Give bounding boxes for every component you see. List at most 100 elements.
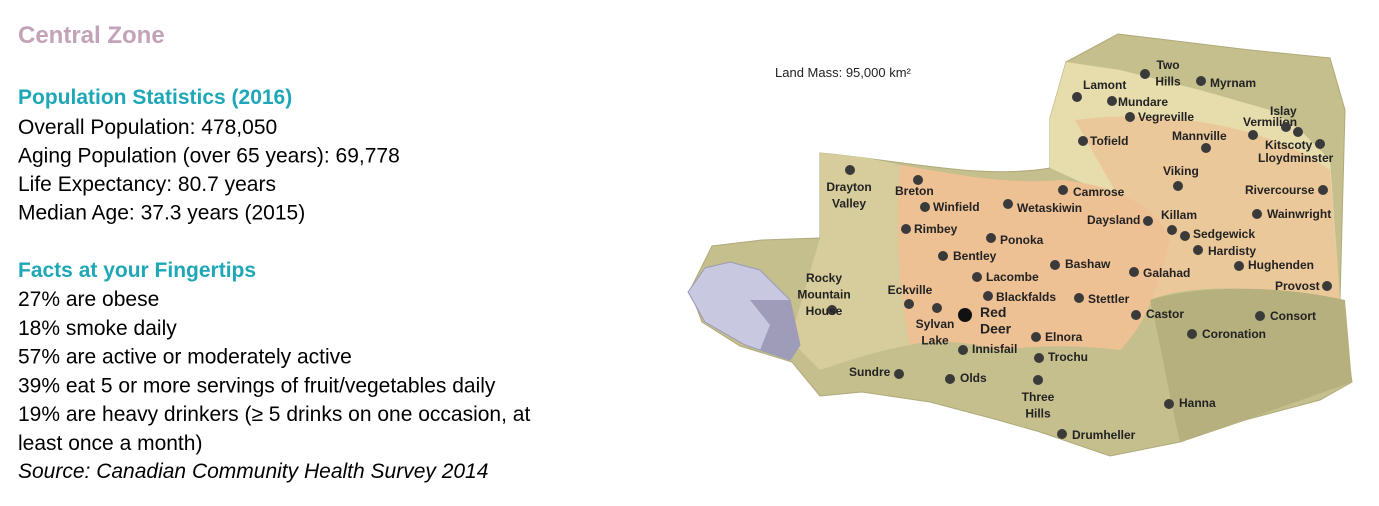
town-label: Lake [921, 334, 949, 348]
map-band [790, 153, 910, 370]
map-band [1150, 288, 1352, 442]
town-dot [1125, 112, 1135, 122]
town-label: Sedgewick [1193, 227, 1255, 241]
section-heading: Population Statistics (2016) [18, 86, 292, 109]
town-dot [1322, 281, 1332, 291]
town-label: House [806, 304, 843, 318]
town-dot [1074, 293, 1084, 303]
town-dot [983, 291, 993, 301]
town-label: Drumheller [1072, 428, 1136, 442]
town-label: Lloydminster [1258, 151, 1334, 165]
town-label: Killam [1161, 208, 1197, 222]
stat-line: Median Age: 37.3 years (2015) [18, 202, 305, 225]
fact-line: 18% smoke daily [18, 317, 177, 340]
town-label: Sylvan [916, 317, 955, 331]
fact-line: 27% are obese [18, 288, 159, 311]
town-dot [1248, 130, 1258, 140]
town-label: Islay [1270, 104, 1297, 118]
town-label: Winfield [933, 200, 980, 214]
town-label: Camrose [1073, 185, 1125, 199]
fact-line: 19% are heavy drinkers (≥ 5 drinks on on… [18, 403, 530, 426]
town-label: Wetaskiwin [1017, 201, 1082, 215]
town-dot [958, 345, 968, 355]
town-dot [904, 299, 914, 309]
town-label: Wainwright [1267, 207, 1331, 221]
town-dot [1107, 96, 1117, 106]
town-label: Drayton [826, 180, 871, 194]
town-label: Vegreville [1138, 110, 1194, 124]
town-label: Rivercourse [1245, 183, 1315, 197]
section-heading: Facts at your Fingertips [18, 259, 256, 282]
town-dot [1252, 209, 1262, 219]
town-dot [972, 272, 982, 282]
town-label: Two [1156, 58, 1179, 72]
town-label: Three [1022, 390, 1055, 404]
town-label: Breton [895, 184, 934, 198]
town-dot [1143, 216, 1153, 226]
town-dot [958, 308, 972, 322]
town-label: Mannville [1172, 129, 1227, 143]
town-label: Rocky [806, 271, 842, 285]
town-label: Kitscoty [1265, 138, 1313, 152]
town-label: Mundare [1118, 95, 1168, 109]
town-dot [1072, 92, 1082, 102]
town-dot [1318, 185, 1328, 195]
map-band [898, 165, 1170, 350]
town-dot [1034, 353, 1044, 363]
town-dot [894, 369, 904, 379]
town-label: Bentley [953, 249, 997, 263]
town-dot [901, 224, 911, 234]
town-dot [920, 202, 930, 212]
town-dot [1167, 225, 1177, 235]
town-dot [945, 374, 955, 384]
text-lines: Overall Population: 478,050 Aging Populat… [18, 116, 530, 455]
town-dot [1281, 122, 1291, 132]
stat-line: Life Expectancy: 80.7 years [18, 173, 276, 196]
town-dot [1255, 311, 1265, 321]
town-label: Rimbey [914, 222, 958, 236]
town-label: Red [980, 304, 1006, 320]
town-label: Bashaw [1065, 257, 1111, 271]
town-dot [1293, 127, 1303, 137]
town-label: Sundre [849, 365, 891, 379]
source: Source: Canadian Community Health Survey… [18, 460, 488, 483]
town-dot [913, 175, 923, 185]
town-label: Hughenden [1248, 258, 1314, 272]
town-dot [938, 251, 948, 261]
town-label: Valley [832, 197, 866, 211]
town-dot [932, 303, 942, 313]
town-label: Myrnam [1210, 76, 1256, 90]
town-label: Innisfail [972, 342, 1017, 356]
town-label: Hills [1155, 75, 1181, 89]
town-dot [1078, 136, 1088, 146]
town-label: Hills [1025, 407, 1051, 421]
town-dot [1234, 261, 1244, 271]
town-dot [1131, 310, 1141, 320]
town-dot [1164, 399, 1174, 409]
town-label: Galahad [1143, 266, 1190, 280]
town-dot [1033, 375, 1043, 385]
town-dot [1180, 231, 1190, 241]
town-dot [1058, 185, 1068, 195]
town-label: Castor [1146, 307, 1184, 321]
town-label: Daysland [1087, 213, 1140, 227]
town-dot [1140, 69, 1150, 79]
town-dot [827, 305, 837, 315]
town-dot [986, 233, 996, 243]
fact-line: least once a month) [18, 432, 202, 455]
town-label: Hanna [1179, 396, 1216, 410]
land-mass: Land Mass: 95,000 km² [775, 65, 912, 80]
town-label: Lacombe [986, 270, 1039, 284]
town-label: Deer [980, 321, 1012, 337]
town-dot [1003, 199, 1013, 209]
town-dot [1129, 267, 1139, 277]
town-label: Provost [1275, 279, 1320, 293]
map: Land Mass: 95,000 km² Lamont Two Hills Myrn… [687, 33, 1353, 457]
fact-line: 39% eat 5 or more servings of fruit/vege… [18, 374, 496, 397]
town-dot [1315, 139, 1325, 149]
town-label: Viking [1163, 164, 1199, 178]
stat-line: Overall Population: 478,050 [18, 116, 277, 139]
town-label: Blackfalds [996, 290, 1056, 304]
